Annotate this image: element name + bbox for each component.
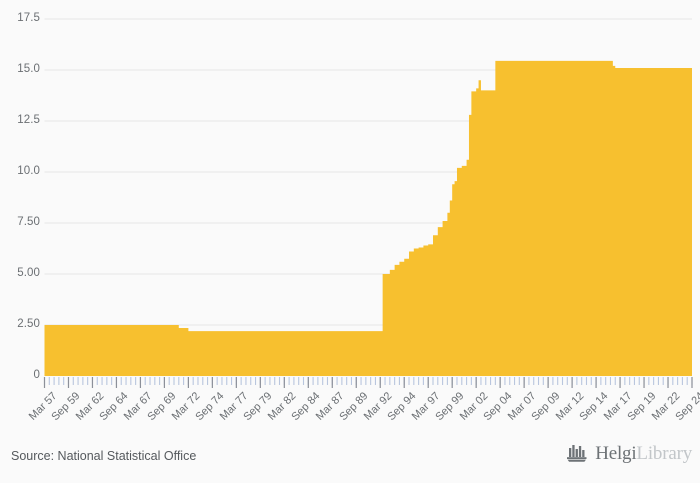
brand-wordmark: HelgiLibrary [595,444,692,463]
y-axis-tick-label: 7.50 [17,215,40,228]
brand-name-secondary: Library [636,442,692,464]
x-axis-ticks [43,377,693,385]
chart-footer: Source: National Statistical Office Helg… [0,435,700,483]
y-axis-tick-label: 17.5 [17,11,40,24]
brand-name-primary: Helgi [595,442,637,464]
bar-chart-building-icon [567,445,587,462]
y-axis-tick-label: 0 [33,368,40,381]
y-axis-tick-label: 10.0 [17,164,40,177]
area-series-value [44,60,692,376]
y-axis-tick-label: 5.00 [17,266,40,279]
y-axis-tick-label: 15.0 [17,62,40,75]
x-axis-major-ticks [43,377,693,388]
y-axis-tick-label: 2.50 [17,317,40,330]
y-axis-tick-label: 12.5 [17,113,40,126]
source-label: Source: National Statistical Office [11,449,197,463]
helgi-library-logo[interactable]: HelgiLibrary [566,443,692,463]
